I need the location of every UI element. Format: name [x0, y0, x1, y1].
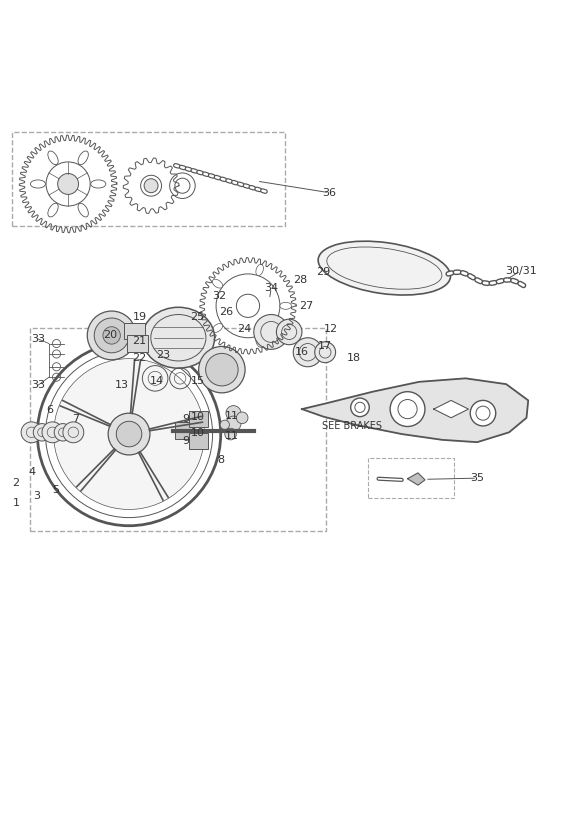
Circle shape: [94, 318, 129, 353]
Text: 14: 14: [150, 377, 164, 386]
Text: 17: 17: [318, 341, 332, 351]
Ellipse shape: [142, 307, 215, 368]
Text: 8: 8: [217, 455, 224, 465]
Ellipse shape: [78, 151, 89, 165]
Circle shape: [58, 174, 79, 194]
Circle shape: [21, 422, 42, 442]
Ellipse shape: [30, 180, 45, 188]
Polygon shape: [131, 360, 141, 414]
Bar: [30, 328, 326, 531]
Text: 20: 20: [103, 330, 118, 339]
Text: 4: 4: [29, 467, 36, 477]
Text: 32: 32: [212, 291, 226, 301]
Text: 18: 18: [347, 353, 361, 363]
Text: 12: 12: [324, 324, 338, 334]
Text: 6: 6: [46, 405, 53, 415]
Circle shape: [225, 428, 236, 440]
Ellipse shape: [212, 324, 223, 332]
Bar: [368, 458, 454, 498]
Text: 35: 35: [470, 473, 484, 483]
Circle shape: [199, 346, 245, 393]
Text: 9: 9: [182, 414, 189, 424]
Polygon shape: [77, 449, 115, 491]
Ellipse shape: [256, 265, 264, 275]
Polygon shape: [302, 378, 528, 442]
Text: 30/31: 30/31: [505, 266, 536, 276]
Circle shape: [33, 424, 51, 441]
Bar: [12, 133, 285, 227]
Circle shape: [351, 398, 369, 417]
Text: 34: 34: [264, 283, 278, 293]
Circle shape: [390, 391, 425, 427]
Polygon shape: [139, 452, 168, 500]
Text: 23: 23: [156, 350, 170, 360]
Text: 36: 36: [322, 188, 336, 198]
Ellipse shape: [318, 241, 451, 295]
Text: 11: 11: [225, 411, 239, 421]
Text: 24: 24: [237, 324, 251, 334]
Text: 10: 10: [191, 428, 205, 438]
Text: 13: 13: [115, 381, 129, 391]
Polygon shape: [408, 473, 425, 485]
Circle shape: [470, 400, 496, 426]
Text: 25: 25: [191, 312, 205, 322]
Text: 33: 33: [31, 381, 45, 391]
Ellipse shape: [256, 336, 264, 347]
Circle shape: [54, 424, 72, 441]
Circle shape: [293, 338, 322, 367]
Text: 11: 11: [225, 432, 239, 442]
Text: 1: 1: [12, 498, 19, 508]
Polygon shape: [149, 416, 202, 431]
Ellipse shape: [48, 151, 58, 165]
Circle shape: [103, 326, 120, 344]
Bar: [189, 411, 208, 427]
Ellipse shape: [78, 204, 89, 217]
Text: 19: 19: [132, 312, 146, 322]
Circle shape: [116, 421, 142, 447]
Text: 27: 27: [299, 301, 313, 311]
Text: 26: 26: [219, 307, 234, 317]
Text: 2: 2: [12, 478, 19, 488]
Circle shape: [54, 358, 205, 509]
Text: 22: 22: [132, 353, 146, 363]
Polygon shape: [60, 400, 110, 426]
Ellipse shape: [48, 204, 58, 217]
Text: 3: 3: [33, 490, 40, 500]
Bar: [124, 323, 145, 339]
Text: SEE BRAKES: SEE BRAKES: [322, 421, 382, 431]
Bar: [175, 423, 194, 438]
Text: 28: 28: [293, 274, 307, 285]
Circle shape: [226, 416, 241, 431]
Circle shape: [226, 405, 241, 421]
Ellipse shape: [91, 180, 106, 188]
Circle shape: [254, 315, 289, 349]
Text: 10: 10: [191, 412, 205, 422]
Circle shape: [63, 422, 84, 442]
Circle shape: [108, 413, 150, 455]
Text: 9: 9: [182, 436, 189, 446]
Circle shape: [206, 353, 238, 386]
Bar: [189, 433, 208, 449]
Text: 15: 15: [191, 377, 205, 386]
Text: 16: 16: [295, 347, 309, 358]
Circle shape: [276, 319, 302, 344]
Circle shape: [87, 311, 136, 360]
Bar: [127, 335, 148, 352]
Ellipse shape: [212, 279, 223, 288]
Circle shape: [144, 179, 158, 193]
Circle shape: [315, 342, 336, 363]
Ellipse shape: [280, 302, 292, 309]
Text: 21: 21: [132, 335, 146, 345]
Text: 33: 33: [31, 334, 45, 344]
Text: 29: 29: [317, 267, 331, 277]
Polygon shape: [434, 400, 469, 418]
Circle shape: [220, 420, 230, 429]
Circle shape: [236, 412, 248, 424]
Text: 7: 7: [72, 414, 79, 424]
Text: 5: 5: [52, 485, 59, 494]
Circle shape: [42, 422, 63, 442]
